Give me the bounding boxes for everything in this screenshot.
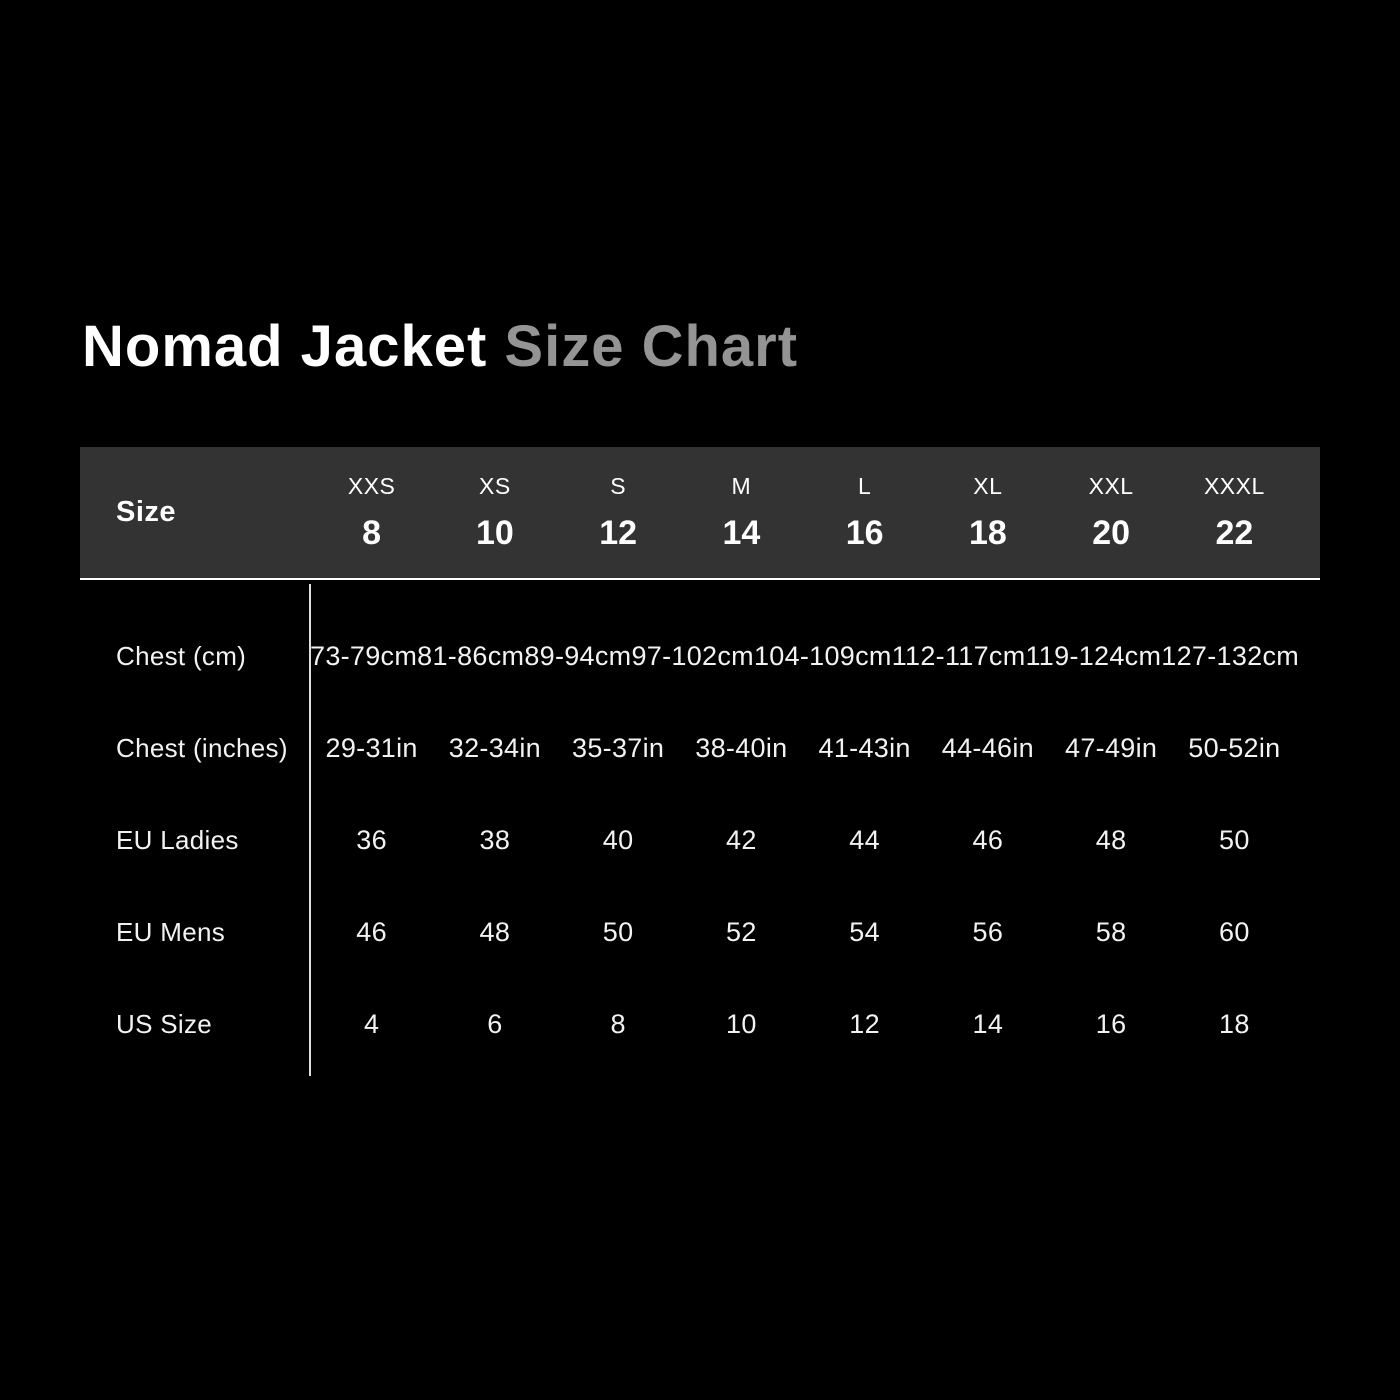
size-letter: XL <box>973 472 1003 499</box>
table-cell: 36 <box>356 824 387 855</box>
row-label: EU Mens <box>116 916 226 947</box>
table-cell: 44 <box>849 824 880 855</box>
size-number: 18 <box>968 513 1007 552</box>
table-cell: 18 <box>1219 1008 1250 1039</box>
table-cell: 44-46in <box>941 732 1034 763</box>
table-cell: 46 <box>356 916 387 947</box>
table-cell: 127-132cm <box>1161 640 1300 671</box>
table-cell: 40 <box>602 824 634 855</box>
page-title-product: Nomad Jacket <box>82 314 488 379</box>
size-column-xxxl: XXXL 22 <box>1173 473 1296 553</box>
table-cell: 48 <box>479 916 511 947</box>
table-cell: 10 <box>726 1008 757 1039</box>
size-letter: XXL <box>1088 472 1134 499</box>
size-table-body: Chest (cm) 73-79cm 81-86cm 89-94cm 97-10… <box>80 610 1320 1070</box>
size-letter: XXXL <box>1203 472 1265 499</box>
page-title: Nomad Jacket Size Chart <box>82 318 798 376</box>
size-column-l: L 16 <box>803 473 926 553</box>
table-cell: 89-94cm <box>524 640 632 671</box>
table-row-chest-cm: Chest (cm) 73-79cm 81-86cm 89-94cm 97-10… <box>80 610 1320 702</box>
table-cell: 104-109cm <box>753 640 892 671</box>
row-label: EU Ladies <box>116 824 239 855</box>
table-cell: 42 <box>726 824 757 855</box>
size-column-s: S 12 <box>557 473 680 553</box>
size-column-m: M 14 <box>680 473 803 553</box>
table-cell: 35-37in <box>572 732 665 763</box>
row-label: US Size <box>116 1008 213 1039</box>
table-cell: 47-49in <box>1065 732 1158 763</box>
table-cell: 60 <box>1219 916 1250 947</box>
size-letter: S <box>610 472 627 499</box>
vertical-divider <box>309 584 311 1076</box>
table-cell: 14 <box>972 1008 1004 1039</box>
table-cell: 58 <box>1095 916 1127 947</box>
table-cell: 46 <box>972 824 1004 855</box>
table-cell: 112-117cm <box>891 640 1026 671</box>
size-column-xl: XL 18 <box>926 473 1049 553</box>
size-column-xxl: XXL 20 <box>1050 473 1173 553</box>
table-row-us-size: US Size 4 6 8 10 12 14 16 18 <box>80 978 1320 1070</box>
table-cell: 8 <box>610 1008 626 1039</box>
table-row-eu-mens: EU Mens 46 48 50 52 54 56 58 60 <box>80 886 1320 978</box>
row-label: Chest (cm) <box>116 640 247 671</box>
table-cell: 50 <box>1219 824 1250 855</box>
size-letter: XS <box>479 472 511 499</box>
table-cell: 50 <box>602 916 634 947</box>
table-cell: 52 <box>726 916 757 947</box>
table-cell: 16 <box>1095 1008 1127 1039</box>
size-number: 20 <box>1092 513 1131 552</box>
size-number: 22 <box>1215 513 1254 552</box>
table-cell: 38-40in <box>695 732 788 763</box>
table-cell: 29-31in <box>325 732 418 763</box>
table-cell: 54 <box>849 916 880 947</box>
table-cell: 56 <box>972 916 1004 947</box>
table-cell: 119-124cm <box>1025 640 1162 671</box>
size-number: 10 <box>475 513 514 552</box>
size-column-xs: XS 10 <box>433 473 556 553</box>
size-letter: XXS <box>347 472 396 499</box>
table-cell: 38 <box>479 824 511 855</box>
size-number: 14 <box>722 513 761 552</box>
table-row-chest-inches: Chest (inches) 29-31in 32-34in 35-37in 3… <box>80 702 1320 794</box>
size-header-row: Size XXS 8 XS 10 S 12 M 14 L 16 XL 18 XX… <box>80 447 1320 580</box>
table-cell: 32-34in <box>448 732 541 763</box>
size-letter: L <box>857 472 872 499</box>
table-cell: 12 <box>849 1008 880 1039</box>
table-cell: 73-79cm <box>310 640 418 671</box>
table-cell: 6 <box>487 1008 503 1039</box>
page-title-accent: Size Chart <box>504 314 799 379</box>
size-number: 8 <box>362 513 382 552</box>
table-row-eu-ladies: EU Ladies 36 38 40 42 44 46 48 50 <box>80 794 1320 886</box>
title-space <box>487 314 504 379</box>
table-cell: 50-52in <box>1188 732 1281 763</box>
table-cell: 41-43in <box>818 732 911 763</box>
table-cell: 4 <box>363 1008 380 1039</box>
table-cell: 81-86cm <box>417 640 525 671</box>
row-label: Chest (inches) <box>116 732 288 763</box>
size-number: 16 <box>845 513 884 552</box>
table-cell: 97-102cm <box>631 640 754 671</box>
table-cell: 48 <box>1095 824 1127 855</box>
size-letter: M <box>731 472 752 499</box>
size-corner-label: Size <box>116 496 177 528</box>
size-column-xxs: XXS 8 <box>310 473 433 553</box>
size-number: 12 <box>599 513 638 552</box>
